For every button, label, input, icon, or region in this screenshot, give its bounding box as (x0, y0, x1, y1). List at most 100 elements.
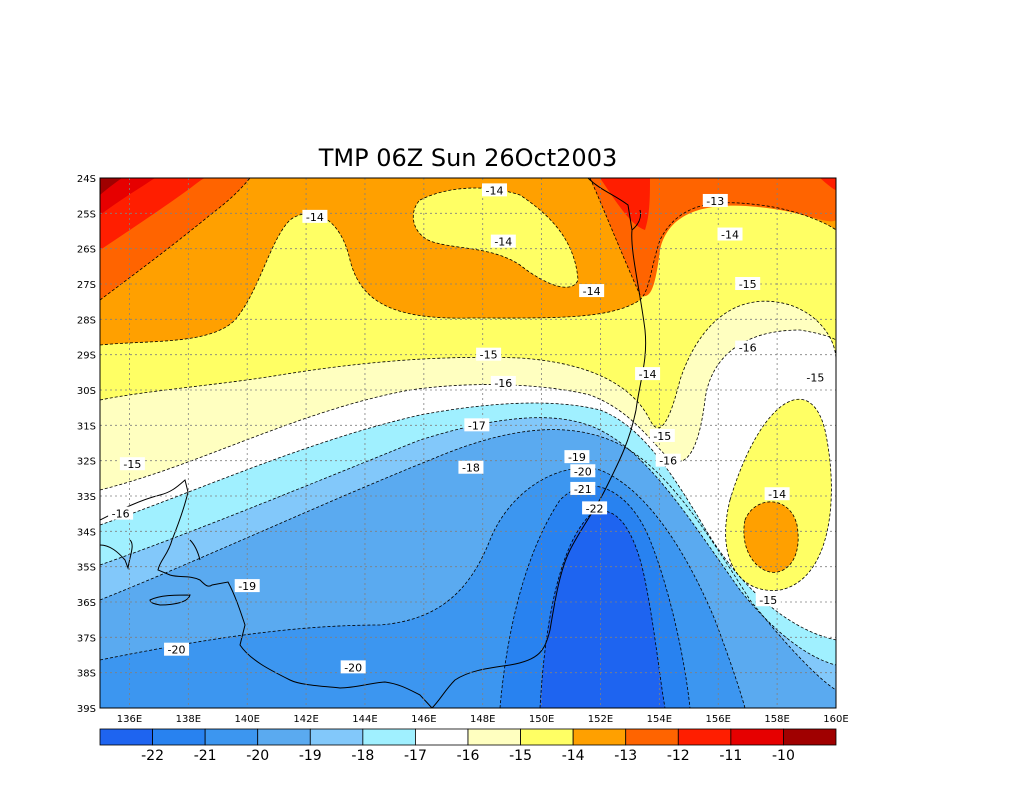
fill-blob-13 (743, 501, 799, 573)
colorbar-swatch (99, 728, 153, 746)
lat-label: 38S (77, 669, 96, 680)
colorbar-swatch (730, 728, 784, 746)
lat-label: 26S (77, 245, 96, 256)
lon-label: 160E (823, 714, 848, 725)
contour-label: -17 (468, 419, 486, 432)
contour-label-bg (702, 193, 728, 207)
lat-label: 33S (77, 492, 96, 503)
colorbar-swatch (677, 728, 732, 746)
contour-label-bg (108, 506, 134, 520)
longitude-labels: 136E 138E 140E 142E 144E 146E 148E 150E 152E 154E… (117, 714, 849, 725)
fill-band-11-right (600, 178, 650, 230)
contour-label-bg (464, 418, 490, 432)
contour-label-bg (490, 234, 516, 248)
colorbar-label: -10 (772, 748, 795, 764)
contour-label-bg (635, 367, 661, 381)
colorbar-label: -20 (246, 748, 269, 764)
contour-label-bg (340, 660, 366, 674)
contour-label-bg (476, 347, 502, 361)
contour-label-bg (570, 481, 596, 495)
contour-label: -20 (344, 661, 362, 674)
colorbar-swatch (415, 728, 469, 746)
contour-label: -14 (494, 236, 512, 249)
contour-label: -15 (806, 372, 824, 385)
contour-label-bg (649, 428, 675, 442)
lon-label: 140E (234, 714, 259, 725)
lon-label: 142E (293, 714, 318, 725)
lon-label: 148E (470, 714, 495, 725)
contour-label: -19 (568, 451, 586, 464)
contour-label-bg (564, 450, 590, 464)
lat-label: 32S (77, 457, 96, 468)
colorbar-label: -16 (457, 748, 480, 764)
lat-label: 36S (77, 598, 96, 609)
fill-band-11-corner (820, 178, 836, 190)
colorbar-swatch (362, 728, 416, 746)
contour-label-bg (582, 501, 608, 515)
contour-label-bg (735, 340, 761, 354)
contour-label: -15 (480, 349, 498, 362)
contour-label: -14 (639, 368, 657, 381)
lat-label: 35S (77, 563, 96, 574)
lat-label: 27S (77, 280, 96, 291)
colorbar-label: -14 (562, 748, 585, 764)
colorbar-label: -17 (404, 748, 427, 764)
contour-label: -15 (759, 594, 777, 607)
coastline (100, 178, 647, 708)
contour-label: -20 (574, 465, 592, 478)
lon-label: 138E (176, 714, 201, 725)
temperature-field (100, 178, 836, 708)
contour-label-bg (764, 487, 790, 501)
lat-label: 34S (77, 527, 96, 538)
contour-label-bg (164, 642, 190, 656)
lon-label: 146E (411, 714, 436, 725)
colorbar-swatch (309, 728, 364, 746)
contour-label-bg (458, 460, 484, 474)
lat-label: 29S (77, 351, 96, 362)
contour-label: -16 (112, 508, 130, 521)
colorbar-swatch (572, 728, 627, 746)
contour-label-bg (755, 593, 781, 607)
colorbar-label: -11 (719, 748, 742, 764)
colorbar-label: -19 (299, 748, 322, 764)
colorbar-swatch (152, 728, 206, 746)
colorbar-swatch (520, 728, 574, 746)
contour-label-bg (579, 284, 605, 298)
lon-label: 144E (352, 714, 377, 725)
contour-label: -16 (494, 377, 512, 390)
lon-label: 154E (647, 714, 672, 725)
lat-label: 24S (77, 174, 96, 185)
contour-label-bg (234, 579, 260, 593)
fill-band-9 (100, 178, 122, 195)
contour-label: -13 (706, 195, 724, 208)
contour-label-bg (570, 464, 596, 478)
lat-lon-grid (100, 178, 836, 708)
lat-label: 31S (77, 421, 96, 432)
contour-label: -14 (768, 488, 786, 501)
lat-label: 25S (77, 209, 96, 220)
colorbar-label: -18 (351, 748, 374, 764)
colorbar-label: -21 (194, 748, 217, 764)
colorbar-swatch (467, 728, 521, 746)
colorbar-swatch (257, 728, 311, 746)
contour-label-bg (717, 227, 743, 241)
contour-label: -21 (574, 483, 592, 496)
contour-label-bg (802, 370, 828, 384)
lat-label: 37S (77, 633, 96, 644)
colorbar: -22 -21 -20 -19 -18 -17 -16 -15 -14 -13 -12 -11 -10 (99, 728, 837, 764)
contour-labels: -14 -14 -14 -14 -13 -14 -15 -16 -15 -14 -15 -16 -17 -… (108, 183, 828, 674)
contour-label: -18 (462, 462, 480, 475)
contour-label-bg (302, 209, 328, 223)
map-title: TMP 06Z Sun 26Oct2003 (318, 144, 617, 172)
colorbar-label: -13 (614, 748, 637, 764)
colorbar-swatch (783, 728, 837, 746)
fill-band-22 (540, 511, 665, 708)
contour-label: -16 (659, 455, 677, 468)
fill-band-10 (100, 178, 155, 215)
contour-label: -16 (739, 342, 757, 355)
contour-label: -22 (586, 502, 604, 515)
contour-label-bg (735, 277, 761, 290)
contour-label: -14 (721, 229, 739, 242)
contour-label-bg (490, 375, 516, 389)
lon-label: 156E (706, 714, 731, 725)
